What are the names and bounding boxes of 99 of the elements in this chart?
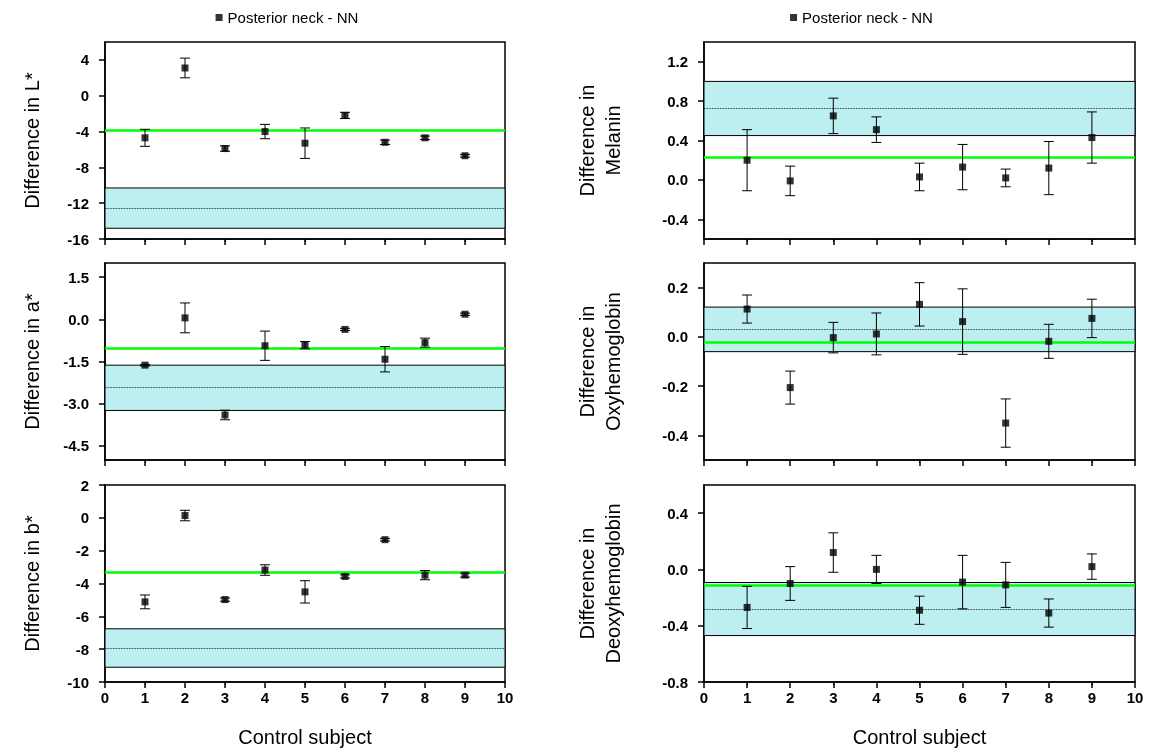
point	[1088, 563, 1096, 571]
point	[829, 112, 837, 120]
x-tick-label: 8	[1044, 689, 1053, 706]
x-axis-title: Control subject	[238, 726, 373, 748]
y-tick-label: -0.8	[662, 673, 688, 691]
point	[916, 606, 923, 614]
point	[786, 177, 794, 185]
y-tick-label: -4	[75, 123, 90, 141]
y-axis-title: Difference in b*	[21, 515, 43, 652]
x-tick-label: 1	[742, 689, 752, 706]
point	[829, 549, 837, 557]
x-tick-label: 1	[140, 689, 150, 706]
y-tick-label: -3.0	[63, 395, 89, 413]
y-axis-title: Difference in Melanin	[576, 84, 624, 197]
y-tick-label: 0.0	[667, 171, 688, 189]
x-tick-label: 5	[300, 689, 310, 706]
x-tick-label: 2	[786, 689, 795, 706]
y-tick-label: -8	[75, 158, 89, 176]
point	[872, 330, 880, 338]
y-tick-label: 0.8	[667, 92, 688, 110]
y-tick-label: 0.4	[667, 132, 689, 149]
x-tick-label: 0	[699, 689, 709, 706]
x-tick-label: 7	[380, 689, 390, 706]
point	[829, 334, 837, 342]
y-tick-label: -0.4	[662, 426, 689, 444]
y-tick-label: 1.2	[667, 53, 688, 71]
y-tick-label: -6	[75, 607, 89, 625]
point	[1088, 134, 1096, 142]
point	[916, 300, 923, 308]
x-tick-label: 6	[340, 689, 350, 706]
point	[1045, 164, 1053, 172]
point	[1002, 581, 1010, 589]
y-tick-label: -0.4	[662, 210, 689, 228]
point	[743, 305, 751, 313]
y-tick-label: -12	[67, 194, 89, 212]
point	[301, 588, 309, 596]
point	[141, 598, 149, 606]
point	[1045, 609, 1053, 617]
point	[1088, 314, 1096, 322]
point	[261, 128, 269, 136]
y-tick-label: -8	[75, 640, 89, 658]
point	[959, 578, 967, 586]
point	[261, 342, 269, 350]
x-axis-title: Control subject	[852, 726, 987, 748]
y-tick-label: 0.4	[667, 504, 689, 522]
point	[1002, 174, 1010, 182]
point	[743, 603, 751, 611]
point	[301, 139, 309, 147]
point	[786, 580, 794, 587]
y-tick-label: 0.0	[667, 560, 688, 578]
point	[1045, 337, 1053, 345]
y-tick-label: 2	[80, 476, 89, 494]
x-tick-label: 4	[260, 689, 270, 706]
y-tick-label: -0.2	[662, 377, 688, 395]
y-tick-label: -0.4	[662, 617, 689, 635]
point	[743, 156, 751, 164]
point	[181, 314, 189, 322]
x-tick-label: 2	[180, 689, 190, 706]
y-tick-label: 0.0	[667, 328, 688, 346]
y-tick-label: 0	[80, 87, 89, 105]
y-tick-label: -16	[67, 230, 89, 248]
x-tick-label: 7	[1001, 689, 1010, 706]
point	[1002, 419, 1010, 427]
x-tick-label: 9	[460, 689, 470, 706]
point	[959, 163, 967, 171]
point	[141, 134, 149, 142]
y-axis-title: Difference in Deoxyhemoglobin	[576, 503, 624, 664]
point	[786, 384, 794, 392]
point	[381, 355, 389, 363]
legend-label: Posterior neck - NN	[227, 9, 359, 26]
x-tick-label: 4	[872, 689, 882, 706]
point	[916, 173, 923, 181]
x-tick-label: 10	[1126, 689, 1144, 706]
x-tick-label: 3	[829, 689, 838, 706]
x-tick-label: 6	[958, 689, 967, 706]
y-tick-label: 0.2	[667, 279, 688, 297]
y-tick-label: 1.5	[68, 268, 89, 286]
x-tick-label: 0	[100, 689, 110, 706]
y-tick-label: 0.0	[68, 310, 89, 328]
y-tick-label: -2	[75, 542, 89, 560]
y-axis-title: Difference in L*	[21, 72, 43, 209]
point	[181, 64, 189, 72]
x-tick-label: 3	[220, 689, 230, 706]
y-tick-label: 0	[80, 509, 89, 527]
y-tick-label: -4.5	[63, 437, 89, 455]
y-tick-label: -10	[67, 673, 89, 691]
x-tick-label: 9	[1087, 689, 1097, 706]
x-tick-label: 10	[496, 689, 514, 706]
x-tick-label: 8	[420, 689, 430, 706]
legend-label: Posterior neck - NN	[802, 9, 933, 26]
y-tick-label: 4	[80, 51, 90, 69]
x-tick-label: 5	[915, 689, 924, 706]
y-tick-label: -4	[75, 575, 90, 592]
point	[872, 565, 880, 573]
y-axis-title: Difference in Oxyhemoglobin	[576, 292, 624, 431]
y-tick-label: -1.5	[63, 353, 89, 370]
point	[959, 318, 967, 326]
y-axis-title: Difference in a*	[21, 293, 43, 430]
point	[872, 126, 880, 134]
